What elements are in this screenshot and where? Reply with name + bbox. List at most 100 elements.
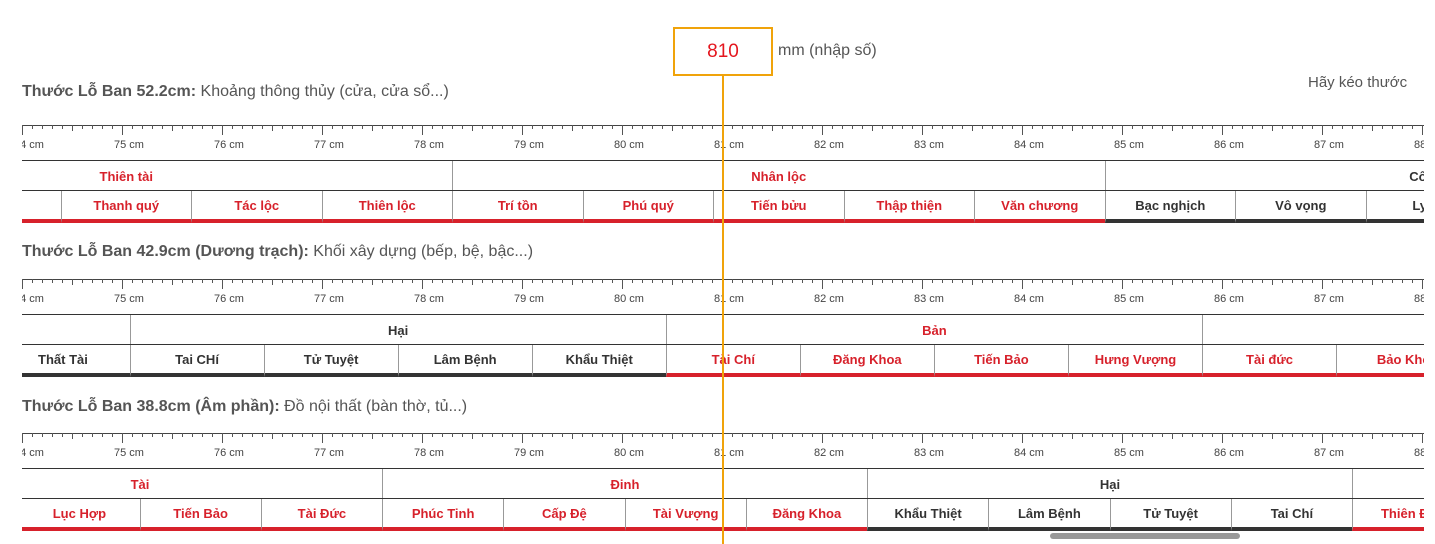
segment-0-0[interactable]: Thiên tài: [22, 161, 452, 191]
cm-label: 77 cm: [314, 139, 344, 151]
sub-segment[interactable]: Hưng Vượng: [1067, 345, 1202, 377]
minor-tick: [1012, 433, 1013, 437]
segment-0-1[interactable]: Nhân lộc: [452, 161, 1105, 191]
sub-segment[interactable]: Văn chương: [974, 191, 1105, 223]
minor-tick: [1112, 279, 1113, 283]
minor-tick: [1262, 279, 1263, 283]
minor-tick: [192, 279, 193, 283]
sub-segment[interactable]: Thập thiện: [843, 191, 974, 223]
major-tick: [22, 125, 23, 135]
sub-segment[interactable]: Tài Vượng: [624, 499, 746, 531]
sub-segment[interactable]: Khẩu Thiệt: [867, 499, 989, 531]
minor-tick: [1032, 433, 1033, 437]
sub-segment[interactable]: Tai CHí: [129, 345, 264, 377]
minor-tick: [232, 433, 233, 437]
sub-segment[interactable]: Tài Đức: [260, 499, 382, 531]
minor-tick: [182, 125, 183, 129]
sub-segment[interactable]: Văn học: [22, 191, 61, 223]
sub-segment[interactable]: Bảo Khố: [1336, 345, 1424, 377]
sub-segment[interactable]: Lục Hợp: [22, 499, 140, 531]
sub-segment[interactable]: Tử Tuyệt: [1109, 499, 1231, 531]
minor-tick: [1102, 433, 1103, 437]
segment-0-2[interactable]: Cô độc: [1104, 161, 1424, 191]
minor-tick: [882, 125, 883, 129]
ruler-title-52: Thước Lỗ Ban 52.2cm: Khoảng thông thủy (…: [22, 83, 449, 101]
minor-tick: [212, 279, 213, 283]
minor-tick: [632, 433, 633, 437]
minor-tick: [1072, 125, 1073, 131]
minor-tick: [892, 433, 893, 437]
cm-label: 80 cm: [614, 293, 644, 305]
minor-tick: [1112, 433, 1113, 437]
segment-2-1[interactable]: Đinh: [382, 469, 867, 499]
minor-tick: [102, 279, 103, 283]
segment-2-0[interactable]: Tài: [22, 469, 382, 499]
minor-tick: [572, 433, 573, 439]
segment-1-1[interactable]: Hại: [129, 315, 666, 345]
segment-2-2[interactable]: Hại: [867, 469, 1352, 499]
sub-segment[interactable]: Phúc Tinh: [382, 499, 504, 531]
sub-segment[interactable]: Cấp Đệ: [503, 499, 625, 531]
sub-segment[interactable]: Lâm Bệnh: [397, 345, 532, 377]
minor-tick: [1012, 279, 1013, 283]
sub-segment[interactable]: Tiến bửu: [713, 191, 844, 223]
minor-tick: [592, 279, 593, 283]
sub-segment[interactable]: Thiên Đức: [1352, 499, 1424, 531]
segment-2-3[interactable]: Vượng: [1352, 469, 1424, 499]
sub-segment[interactable]: Thiên lộc: [321, 191, 452, 223]
minor-tick: [602, 279, 603, 283]
sub-segment[interactable]: Tiến Bảo: [933, 345, 1068, 377]
minor-tick: [492, 279, 493, 283]
segment-1-3[interactable]: [1202, 315, 1424, 345]
minor-tick: [632, 279, 633, 283]
cm-label: 78 cm: [414, 293, 444, 305]
minor-tick: [1272, 279, 1273, 285]
sub-segment[interactable]: Tác lộc: [191, 191, 322, 223]
minor-tick: [472, 433, 473, 439]
sub-segment[interactable]: Đăng Khoa: [799, 345, 934, 377]
sub-segment[interactable]: Tài đức: [1202, 345, 1337, 377]
minor-tick: [382, 125, 383, 129]
minor-tick: [702, 125, 703, 129]
sub-segment[interactable]: Tử Tuyệt: [263, 345, 398, 377]
sub-segment[interactable]: Tai Chí: [1230, 499, 1352, 531]
cm-label: 86 cm: [1214, 293, 1244, 305]
sub-segment[interactable]: Tài Chí: [665, 345, 800, 377]
minor-tick: [572, 125, 573, 131]
sub-segment[interactable]: Ly tán: [1365, 191, 1424, 223]
sub-segment[interactable]: Tiến Bảo: [139, 499, 261, 531]
minor-tick: [682, 125, 683, 129]
cm-label: 76 cm: [214, 447, 244, 459]
segment-1-0[interactable]: [22, 315, 130, 345]
minor-tick: [1182, 433, 1183, 437]
cm-label: 79 cm: [514, 447, 544, 459]
horizontal-scrollbar[interactable]: [1050, 533, 1240, 539]
minor-tick: [1152, 279, 1153, 283]
minor-tick: [662, 125, 663, 129]
minor-tick: [272, 279, 273, 285]
unit-label: mm (nhập số): [778, 42, 877, 59]
segment-1-2[interactable]: Bản: [665, 315, 1202, 345]
minor-tick: [442, 125, 443, 129]
sub-segment[interactable]: Đăng Khoa: [745, 499, 867, 531]
minor-tick: [1202, 433, 1203, 437]
sub-segment[interactable]: Trí tồn: [452, 191, 583, 223]
minor-tick: [1082, 279, 1083, 283]
sub-segment[interactable]: Thanh quý: [60, 191, 191, 223]
sub-segment[interactable]: Vô vọng: [1235, 191, 1366, 223]
minor-tick: [592, 433, 593, 437]
minor-tick: [1152, 433, 1153, 437]
minor-tick: [1302, 433, 1303, 437]
minor-tick: [1002, 125, 1003, 129]
minor-tick: [572, 279, 573, 285]
sub-segment[interactable]: Bạc nghịch: [1104, 191, 1235, 223]
sub-segment[interactable]: Thất Tài: [22, 345, 130, 377]
measure-line: [722, 74, 724, 544]
minor-tick: [302, 433, 303, 437]
minor-tick: [842, 433, 843, 437]
minor-tick: [472, 279, 473, 285]
minor-tick: [672, 125, 673, 131]
sub-segment[interactable]: Phú quý: [582, 191, 713, 223]
sub-segment[interactable]: Khẩu Thiệt: [531, 345, 666, 377]
sub-segment[interactable]: Lâm Bệnh: [988, 499, 1110, 531]
